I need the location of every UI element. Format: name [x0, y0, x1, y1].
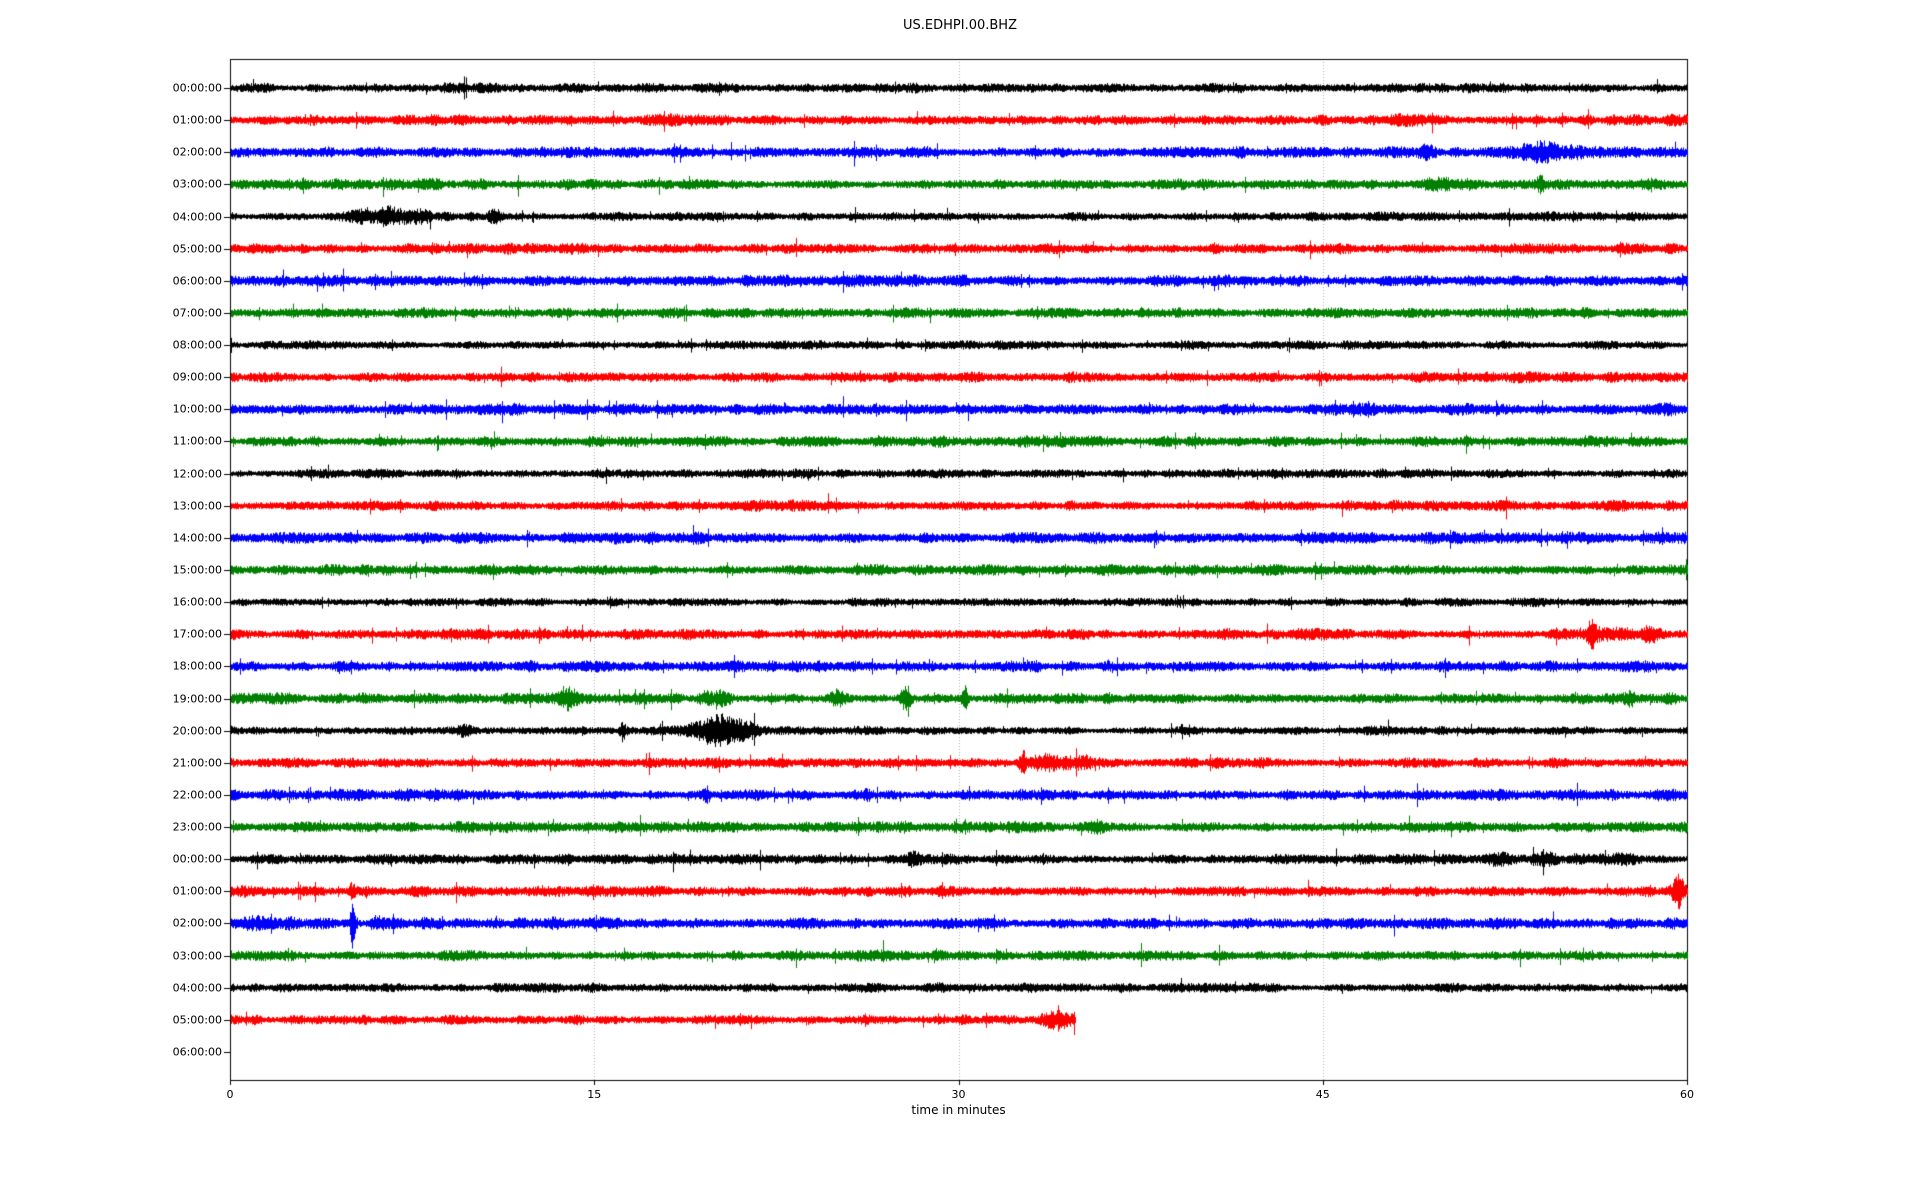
- y-tick-label: 09:00:00: [172, 370, 222, 384]
- y-tick-label: 14:00:00: [172, 531, 222, 545]
- y-tick-label: 23:00:00: [172, 820, 222, 834]
- x-tick-label: 60: [1680, 1088, 1694, 1101]
- y-tick-label: 03:00:00: [172, 949, 222, 963]
- y-tick-label: 16:00:00: [172, 595, 222, 609]
- x-tick-label: 15: [587, 1088, 602, 1101]
- y-tick-label: 07:00:00: [172, 306, 222, 320]
- y-tick-label: 05:00:00: [172, 1013, 222, 1027]
- y-tick-label: 00:00:00: [172, 852, 222, 866]
- y-tick-label: 08:00:00: [172, 338, 222, 352]
- y-tick-label: 02:00:00: [172, 145, 222, 159]
- y-tick-label: 19:00:00: [172, 692, 222, 706]
- y-tick-label: 01:00:00: [172, 113, 222, 127]
- chart-title: US.EDHPI.00.BHZ: [903, 18, 1017, 33]
- y-tick-label: 04:00:00: [172, 981, 222, 995]
- y-tick-label: 21:00:00: [172, 756, 222, 770]
- x-tick-label: 45: [1315, 1088, 1330, 1101]
- y-tick-label: 06:00:00: [172, 1045, 222, 1059]
- y-tick-label: 11:00:00: [172, 434, 222, 448]
- y-tick-label: 10:00:00: [172, 402, 222, 416]
- y-tick-label: 03:00:00: [172, 177, 222, 191]
- y-tick-label: 02:00:00: [172, 916, 222, 930]
- x-axis-label: time in minutes: [911, 1103, 1006, 1117]
- y-tick-label: 00:00:00: [172, 81, 222, 95]
- x-tick-label: 30: [951, 1088, 966, 1101]
- y-tick-label: 06:00:00: [172, 274, 222, 288]
- x-tick-label: 0: [226, 1088, 234, 1101]
- y-tick-label: 22:00:00: [172, 788, 222, 802]
- y-tick-label: 12:00:00: [172, 467, 222, 481]
- y-tick-label: 15:00:00: [172, 563, 222, 577]
- y-tick-label: 18:00:00: [172, 659, 222, 673]
- y-tick-label: 01:00:00: [172, 884, 222, 898]
- y-tick-label: 17:00:00: [172, 627, 222, 641]
- y-tick-label: 13:00:00: [172, 499, 222, 513]
- y-tick-label: 20:00:00: [172, 724, 222, 738]
- y-tick-label: 04:00:00: [172, 210, 222, 224]
- y-tick-label: 05:00:00: [172, 242, 222, 256]
